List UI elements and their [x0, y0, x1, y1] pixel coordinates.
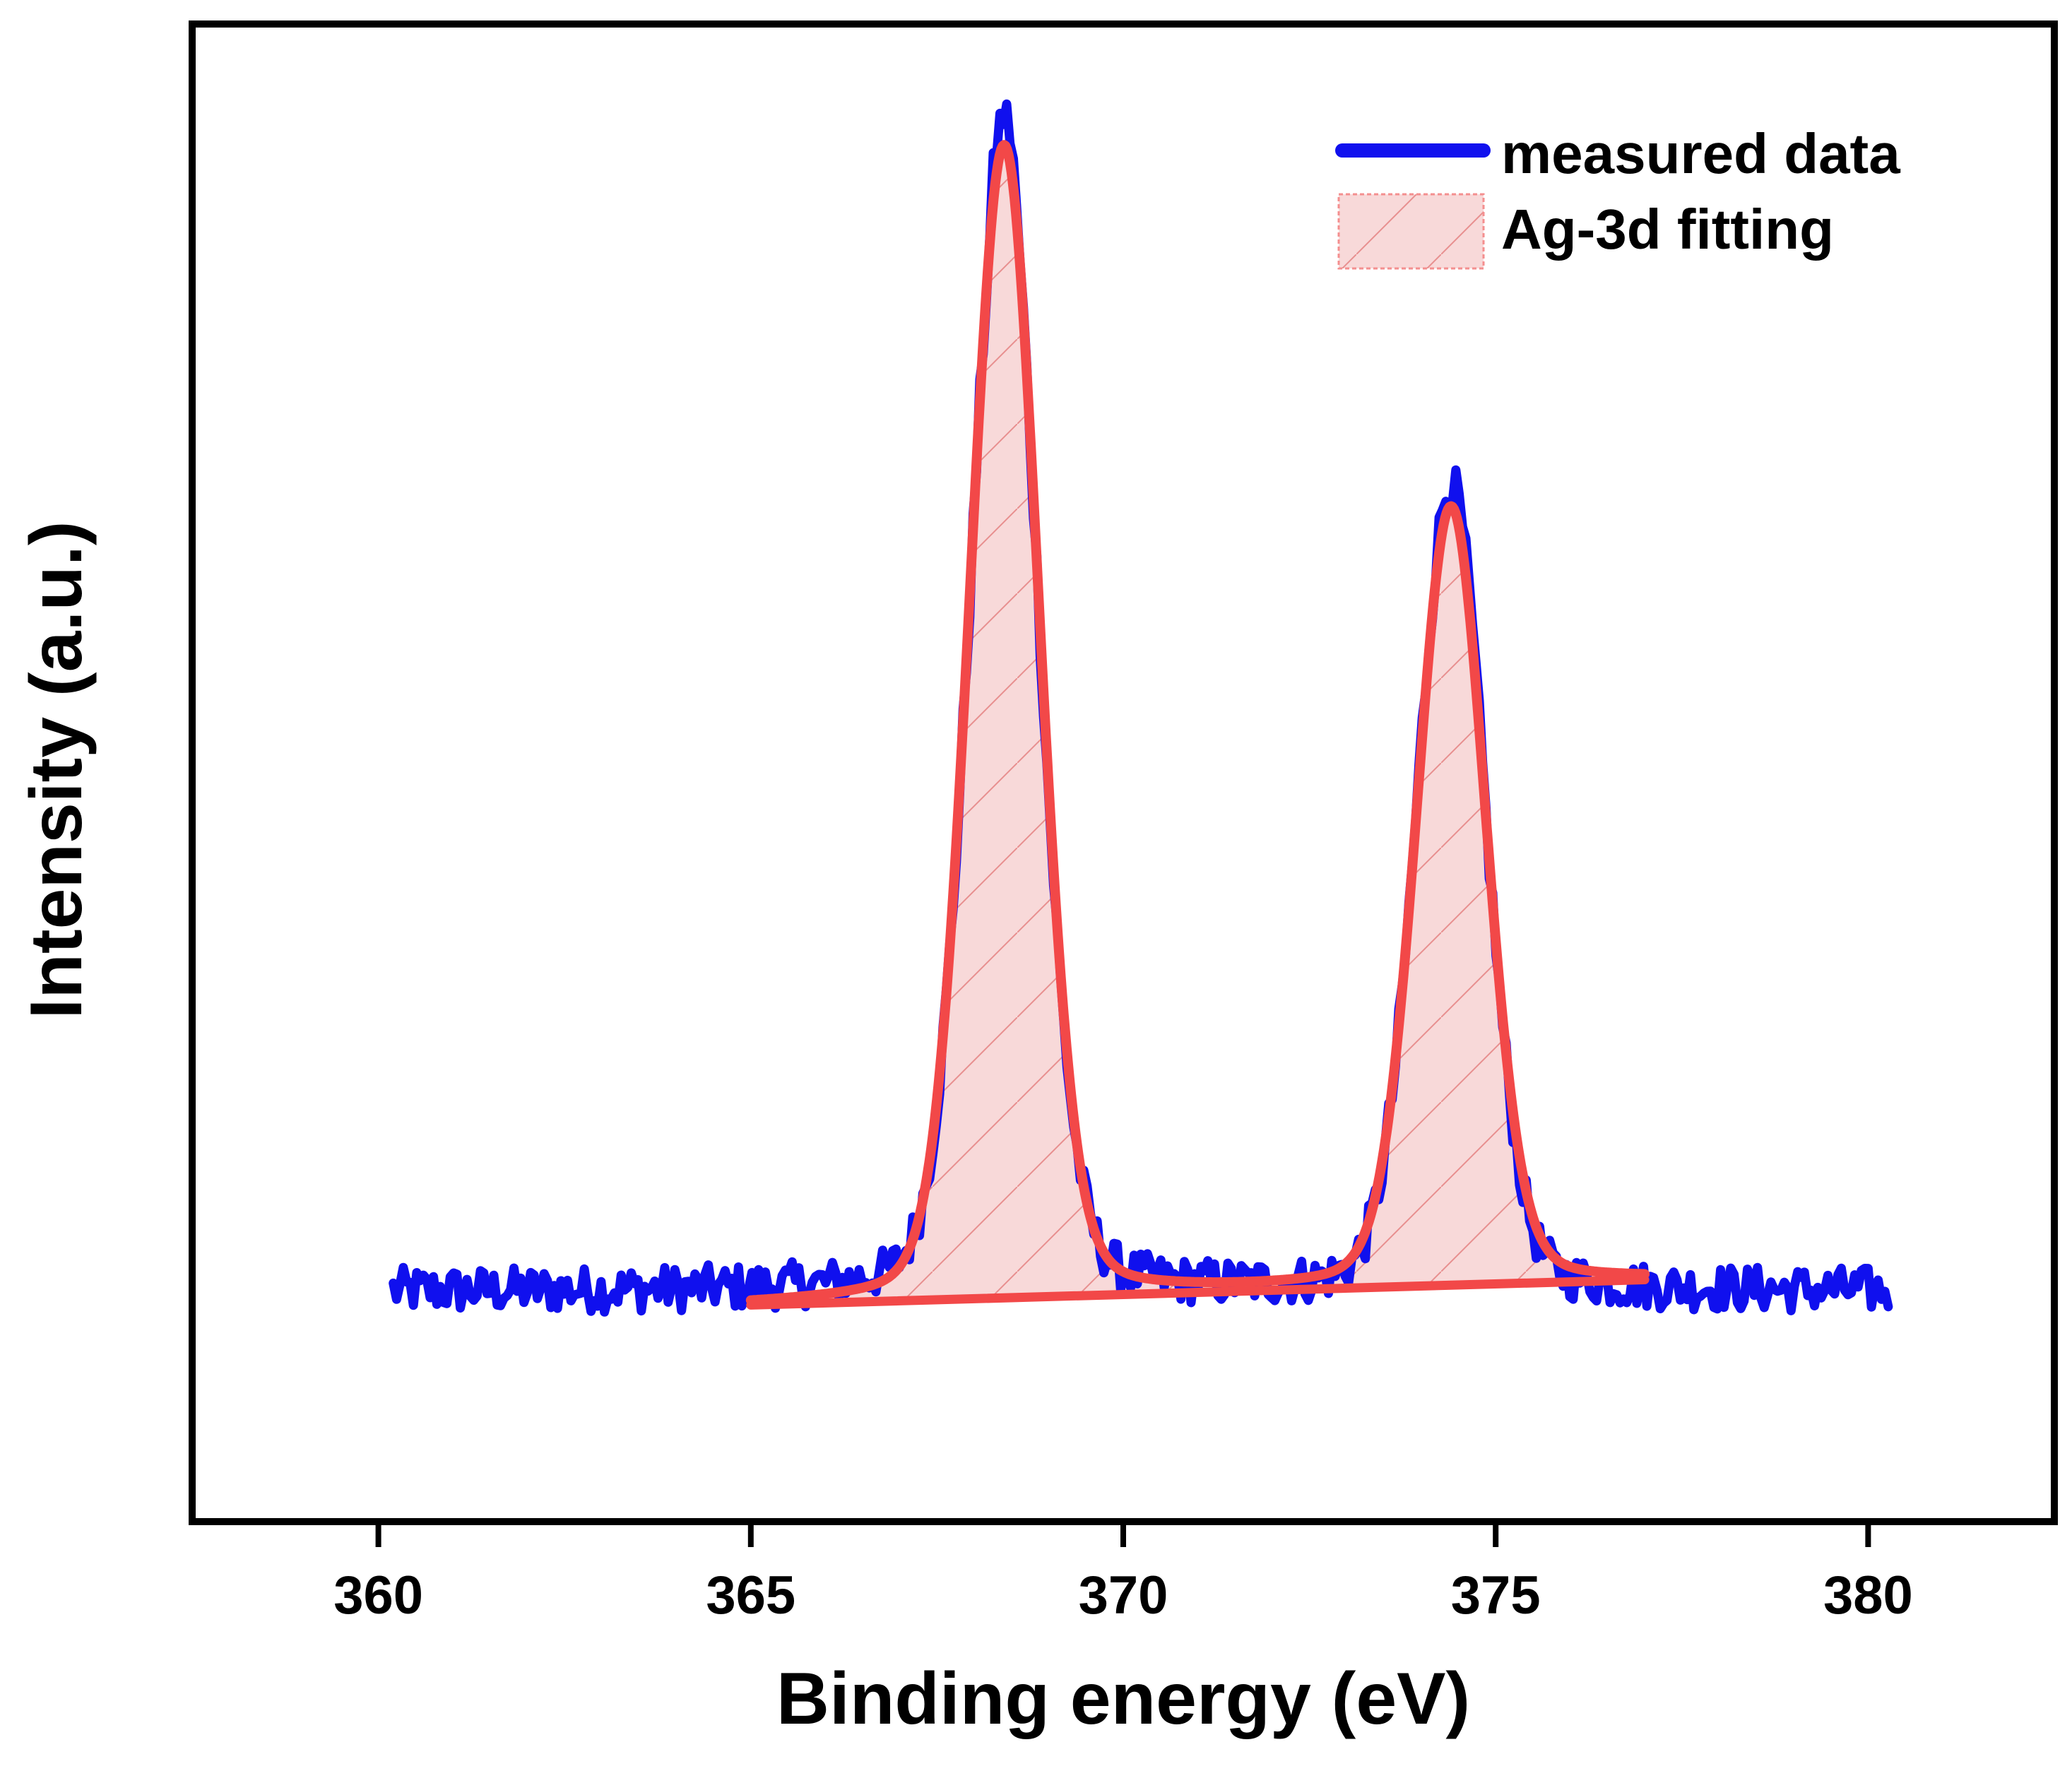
y-axis-label: Intensity (a.u.) — [16, 521, 97, 1019]
legend-label-measured: measured data — [1501, 122, 1900, 185]
plot-frame — [189, 20, 2058, 1525]
legend-label-fitting: Ag-3d fitting — [1501, 198, 1834, 261]
x-axis: 360 365 370 375 380 — [333, 1524, 1913, 1625]
x-tick-label-365: 365 — [706, 1565, 795, 1625]
x-tick-label-370: 370 — [1079, 1565, 1168, 1625]
x-tick-label-380: 380 — [1823, 1565, 1913, 1625]
x-tick-label-375: 375 — [1451, 1565, 1541, 1625]
legend: measured data Ag-3d fitting — [1335, 122, 1900, 270]
fit-envelope-line — [745, 140, 1650, 1305]
measured-data-line — [389, 99, 1893, 1317]
x-tick-label-360: 360 — [333, 1565, 423, 1625]
fit-background-line — [746, 1275, 1650, 1310]
legend-swatch-fitting — [1337, 193, 1485, 270]
x-axis-label: Binding energy (eV) — [776, 1658, 1470, 1740]
fit-area-fill — [750, 145, 1645, 1305]
